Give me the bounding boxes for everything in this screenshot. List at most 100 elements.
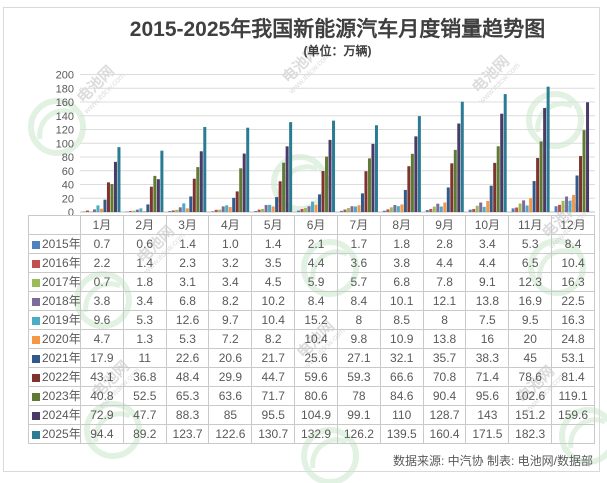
month-header: 10月 (465, 215, 510, 235)
chart-border-frame (3, 7, 600, 472)
bar-2022年-3月 (192, 178, 196, 212)
bar-2022年-2月 (149, 186, 153, 212)
bar-2023年-1月 (110, 183, 114, 212)
bar-2025年-11月 (546, 86, 550, 212)
legend-color-swatch (32, 298, 40, 306)
bar-2015年-3月 (168, 211, 172, 212)
value-cell: 182.3 (508, 424, 553, 444)
bar-2025年-6月 (332, 120, 336, 212)
bar-2021年-11月 (532, 181, 536, 212)
bar-2016年-6月 (300, 208, 304, 212)
bar-2021年-5月 (275, 197, 279, 212)
bar-2018年-1月 (92, 209, 96, 212)
value-cell: 45 (508, 348, 553, 368)
value-cell: 8.4 (551, 234, 595, 254)
value-cell: 16 (465, 329, 510, 349)
bar-2019年-2月 (139, 208, 143, 212)
table-row: 2021年 17.9 11 22.6 20.6 21.7 25.6 27.1 32.1 35.7 3… (28, 348, 595, 368)
bar-2021年-6月 (318, 194, 322, 212)
value-cell: 0.7 (80, 272, 124, 292)
bar-2017年-11月 (518, 203, 522, 212)
year-legend-cell: 2017年 (28, 272, 81, 292)
bar-2022年-9月 (450, 163, 454, 212)
value-cell: 8.4 (294, 291, 338, 311)
value-cell: 6.5 (508, 253, 553, 273)
bar-2018年-9月 (436, 203, 440, 212)
bar-2020年-5月 (271, 206, 275, 212)
value-cell: 5.3 (508, 234, 553, 254)
value-cell: 3.5 (251, 253, 296, 273)
value-cell: 4.5 (251, 272, 296, 292)
value-cell: 89.2 (122, 424, 167, 444)
bar-2020年-1月 (99, 208, 103, 212)
value-cell: 8.5 (379, 310, 424, 330)
value-cell: 71.7 (251, 386, 296, 406)
month-header: 9月 (422, 215, 467, 235)
table-row: 2023年 40.8 52.5 65.3 63.6 71.7 80.6 78 84.6 90.4 9… (28, 386, 595, 406)
value-cell: 4.7 (80, 329, 124, 349)
bar-2020年-11月 (529, 198, 533, 212)
value-cell: 88.3 (165, 405, 210, 425)
bar-2017年-7月 (346, 208, 350, 212)
bar-2015年-8月 (382, 210, 386, 212)
bar-2023年-8月 (410, 153, 414, 212)
bar-2015年-9月 (425, 210, 429, 212)
bar-2021年-2月 (146, 204, 150, 212)
bar-2018年-3月 (178, 207, 182, 212)
bar-2015年-12月 (554, 206, 558, 212)
bar-2020年-4月 (228, 207, 232, 212)
value-cell: 143 (465, 405, 510, 425)
bar-2024年-5月 (285, 146, 289, 212)
bar-2018年-2月 (135, 209, 139, 212)
bar-2025年-4月 (246, 127, 250, 212)
value-cell: 3.8 (80, 291, 124, 311)
table-row: 2020年 4.7 1.3 5.3 7.2 8.2 10.4 9.8 10.9 13.8 16 20 2… (28, 329, 595, 349)
value-cell: 4.4 (294, 253, 338, 273)
legend-color-swatch (32, 241, 40, 249)
year-legend-cell: 2019年 (28, 310, 81, 330)
y-axis-label: 180 (56, 83, 74, 95)
year-legend-cell: 2024年 (28, 405, 81, 425)
bar-2024年-10月 (500, 113, 504, 212)
value-cell: 1.0 (208, 234, 253, 254)
source-note: 数据来源: 中汽协 制表: 电池网/数据部 (392, 454, 593, 468)
value-cell: 2.1 (294, 234, 338, 254)
bar-2018年-4月 (221, 206, 225, 212)
value-cell: 13.8 (465, 291, 510, 311)
value-cell: 160.4 (422, 424, 467, 444)
table-row: 2019年 9.6 5.3 12.6 9.7 10.4 15.2 8 8.5 8 7.5 9.5 16.… (28, 310, 595, 330)
bar-2019年-5月 (268, 204, 272, 212)
value-cell: 1.4 (122, 253, 167, 273)
value-cell: 29.9 (208, 367, 253, 387)
bar-2022年-12月 (579, 156, 583, 212)
y-axis-label: 60 (62, 166, 74, 178)
value-cell: 9.7 (208, 310, 253, 330)
month-header: 4月 (208, 215, 253, 235)
bar-2016年-4月 (214, 209, 218, 212)
value-cell: 72.9 (80, 405, 124, 425)
bar-2017年-3月 (175, 209, 179, 212)
bar-2019年-6月 (311, 201, 315, 212)
month-header: 2月 (122, 215, 167, 235)
value-cell: 1.8 (122, 272, 167, 292)
value-cell: 4.4 (422, 253, 467, 273)
value-cell: 2.8 (422, 234, 467, 254)
bar-2023年-4月 (239, 168, 243, 212)
bar-2016年-1月 (85, 210, 89, 212)
value-cell: 9.5 (508, 310, 553, 330)
table-row: 2018年 3.8 3.4 6.8 8.2 10.2 8.4 8.4 10.1 12.1 13.8 1… (28, 291, 595, 311)
bar-2023年-6月 (325, 156, 329, 212)
bar-2023年-12月 (582, 130, 586, 212)
bar-2015年-7月 (339, 210, 343, 212)
bar-2018年-8月 (393, 205, 397, 212)
year-legend-cell: 2015年 (28, 234, 81, 254)
value-cell: 70.8 (422, 367, 467, 387)
legend-color-swatch (32, 260, 40, 268)
bar-2016年-9月 (429, 208, 433, 212)
bar-2016年-8月 (386, 209, 390, 212)
value-cell: 35.7 (422, 348, 467, 368)
table-row: 2015年 0.7 0.6 1.4 1.0 1.4 2.1 1.7 1.8 2.8 3.4 5.3 8.… (28, 234, 595, 254)
value-cell: 0.7 (80, 234, 124, 254)
bar-2018年-12月 (565, 196, 569, 212)
